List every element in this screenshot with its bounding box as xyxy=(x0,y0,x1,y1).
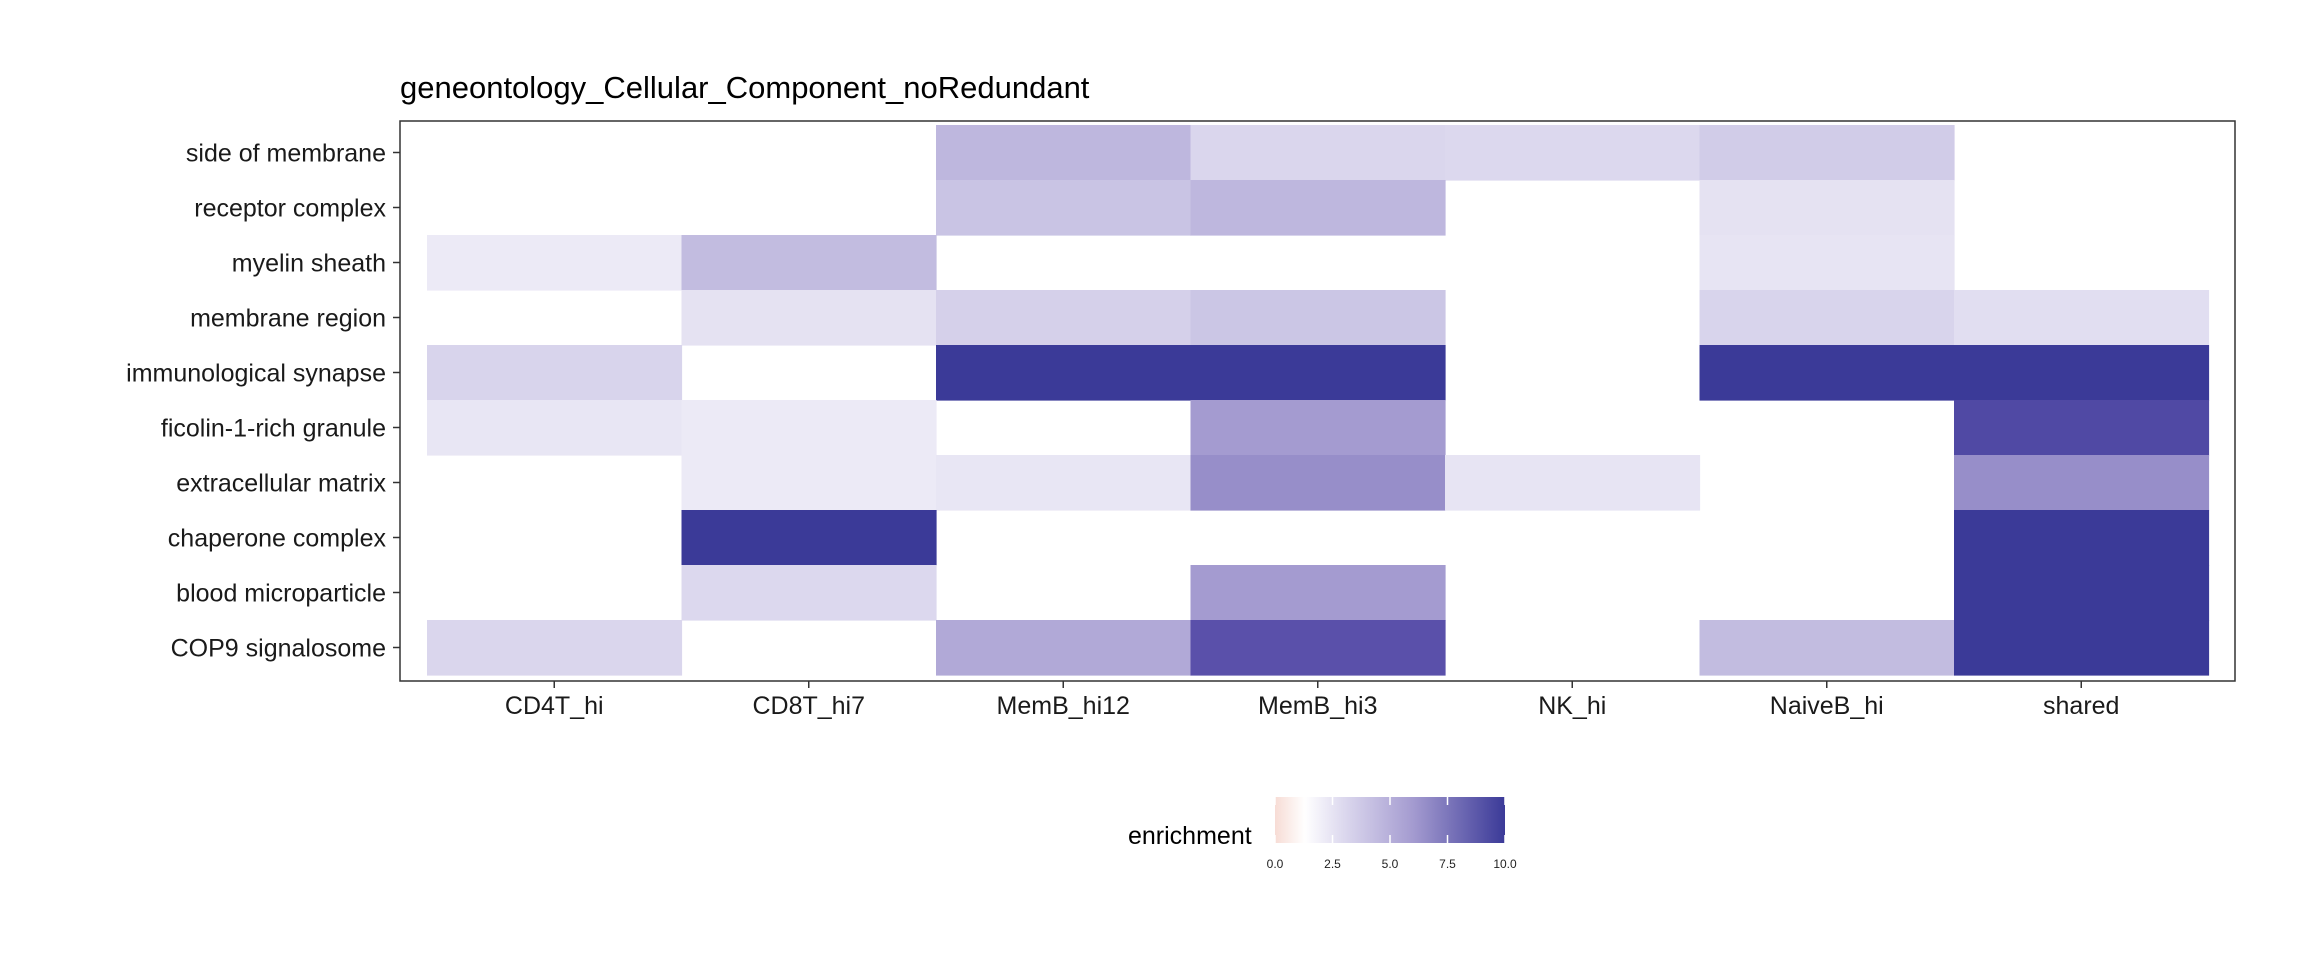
x-axis: CD4T_hi CD8T_hi7 MemB_hi12 MemB_hi3 NK_hi Nai… xyxy=(505,681,2119,720)
heatmap-cell xyxy=(1954,345,2210,401)
x-tick-label: CD4T_hi xyxy=(505,692,604,720)
heatmap-cell xyxy=(1699,125,1955,181)
x-tick-label: MemB_hi3 xyxy=(1258,692,1378,720)
legend-title: enrichment xyxy=(1128,822,1252,850)
heatmap-cell xyxy=(936,455,1192,511)
heatmap-cell xyxy=(427,620,683,676)
heatmap-cell xyxy=(1954,565,2210,621)
heatmap-cell xyxy=(681,455,937,511)
y-tick-label: myelin sheath xyxy=(232,250,386,278)
y-tick-label: blood microparticle xyxy=(176,580,386,608)
legend-ticks: 0.0 2.5 5.0 7.5 10.0 xyxy=(1267,797,1517,871)
y-tick-label: immunological synapse xyxy=(126,360,386,388)
heatmap-cell xyxy=(681,235,937,291)
heatmap-cell xyxy=(1190,345,1446,401)
heatmap-cell xyxy=(936,345,1192,401)
heatmap-cell xyxy=(427,235,683,291)
heatmap-cell xyxy=(1954,455,2210,511)
heatmap-cell xyxy=(427,345,683,401)
heatmap-cell xyxy=(1954,400,2210,456)
y-tick-label: membrane region xyxy=(190,305,386,333)
heatmap-cell xyxy=(1190,565,1446,621)
x-tick-label: CD8T_hi7 xyxy=(752,692,865,720)
heatmap-cell xyxy=(1699,180,1955,236)
legend: enrichment 0.0 2.5 5.0 7.5 10.0 xyxy=(1128,797,1517,871)
heatmap-cell xyxy=(1699,235,1955,291)
legend-tick-label: 10.0 xyxy=(1493,857,1517,871)
x-tick-label: NK_hi xyxy=(1538,692,1606,720)
heatmap-cell xyxy=(1190,620,1446,676)
heatmap-cell xyxy=(1954,620,2210,676)
heatmap-cell xyxy=(1699,290,1955,346)
heatmap-cell xyxy=(681,510,937,566)
legend-tick-label: 0.0 xyxy=(1267,857,1284,871)
heatmap-cell xyxy=(936,620,1192,676)
heatmap-cell xyxy=(936,180,1192,236)
heatmap-cell xyxy=(1190,290,1446,346)
x-tick-label: shared xyxy=(2043,692,2119,720)
heatmap-cell xyxy=(1190,400,1446,456)
y-axis: side of membrane receptor complex myelin s… xyxy=(126,140,400,663)
heatmap-cell xyxy=(1699,345,1955,401)
heatmap-cell xyxy=(1445,125,1701,181)
heatmap-cell xyxy=(427,400,683,456)
y-tick-label: chaperone complex xyxy=(168,525,387,553)
y-tick-label: ficolin-1-rich granule xyxy=(161,415,386,443)
heatmap-cell xyxy=(1954,510,2210,566)
legend-tick-label: 2.5 xyxy=(1324,857,1341,871)
legend-tick-label: 5.0 xyxy=(1382,857,1399,871)
heatmap-cell xyxy=(1190,455,1446,511)
y-tick-label: receptor complex xyxy=(194,195,386,223)
heatmap-cell xyxy=(936,290,1192,346)
heatmap-cell xyxy=(936,125,1192,181)
heatmap-cells xyxy=(427,125,2210,676)
y-tick-label: side of membrane xyxy=(186,140,386,168)
heatmap-cell xyxy=(681,565,937,621)
heatmap-cell xyxy=(681,400,937,456)
chart-title: geneontology_Cellular_Component_noRedund… xyxy=(400,70,1090,105)
legend-tick-label: 7.5 xyxy=(1439,857,1456,871)
heatmap-cell xyxy=(1954,290,2210,346)
heatmap-cell xyxy=(1445,455,1701,511)
x-tick-label: NaiveB_hi xyxy=(1770,692,1884,720)
heatmap-cell xyxy=(681,290,937,346)
heatmap-cell xyxy=(1190,125,1446,181)
heatmap-cell xyxy=(1699,620,1955,676)
y-tick-label: extracellular matrix xyxy=(176,470,386,498)
y-tick-label: COP9 signalosome xyxy=(171,635,386,663)
x-tick-label: MemB_hi12 xyxy=(997,692,1130,720)
heatmap-cell xyxy=(1190,180,1446,236)
